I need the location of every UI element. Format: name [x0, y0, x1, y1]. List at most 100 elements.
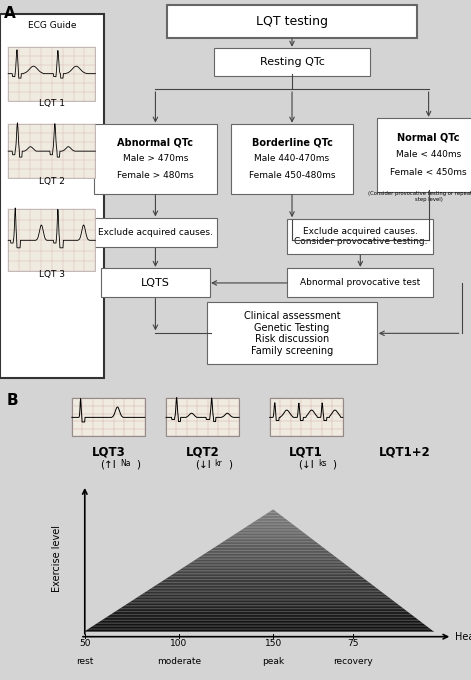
Polygon shape	[261, 515, 283, 517]
Polygon shape	[113, 611, 409, 613]
Polygon shape	[115, 610, 407, 611]
Text: LQT1: LQT1	[289, 446, 323, 459]
Polygon shape	[219, 543, 319, 545]
Polygon shape	[127, 602, 397, 604]
Polygon shape	[101, 619, 419, 621]
Polygon shape	[231, 535, 309, 537]
Text: Clinical assessment
Genetic Testing
Risk discussion
Family screening: Clinical assessment Genetic Testing Risk…	[244, 311, 341, 356]
Text: LQT 3: LQT 3	[39, 270, 65, 279]
Polygon shape	[106, 616, 415, 617]
Polygon shape	[254, 520, 289, 522]
Text: Exclude acquired causes.: Exclude acquired causes.	[98, 228, 213, 237]
Text: Resting QTc: Resting QTc	[260, 57, 325, 67]
Text: Female > 480ms: Female > 480ms	[117, 171, 194, 180]
Polygon shape	[170, 575, 361, 577]
Text: ks: ks	[318, 459, 326, 468]
Polygon shape	[94, 624, 425, 625]
Polygon shape	[193, 560, 341, 561]
Polygon shape	[224, 540, 315, 541]
Polygon shape	[245, 526, 297, 528]
Polygon shape	[165, 578, 365, 579]
Text: Normal QTc: Normal QTc	[398, 132, 460, 142]
FancyBboxPatch shape	[287, 269, 433, 297]
Polygon shape	[264, 514, 281, 515]
Polygon shape	[195, 558, 339, 560]
Polygon shape	[257, 519, 287, 520]
Text: 75: 75	[348, 639, 359, 648]
Text: LQTS: LQTS	[141, 278, 170, 288]
Polygon shape	[160, 581, 369, 583]
Text: kr: kr	[214, 459, 222, 468]
Polygon shape	[134, 598, 391, 599]
Text: Abnormal provocative test: Abnormal provocative test	[300, 278, 421, 288]
FancyBboxPatch shape	[94, 124, 217, 194]
Polygon shape	[243, 528, 299, 529]
Text: Female < 450ms: Female < 450ms	[390, 168, 467, 177]
Polygon shape	[207, 551, 329, 552]
Polygon shape	[141, 593, 385, 595]
Text: LQT2: LQT2	[186, 446, 219, 459]
Polygon shape	[247, 525, 295, 526]
Text: recovery: recovery	[333, 657, 373, 666]
Polygon shape	[228, 537, 311, 539]
Polygon shape	[240, 529, 301, 531]
FancyBboxPatch shape	[287, 218, 433, 254]
Text: 50: 50	[79, 639, 90, 648]
Text: 100: 100	[171, 639, 187, 648]
Polygon shape	[210, 549, 327, 551]
Polygon shape	[158, 583, 371, 584]
Polygon shape	[148, 589, 379, 590]
Polygon shape	[259, 517, 285, 519]
Polygon shape	[97, 622, 423, 624]
Polygon shape	[137, 596, 389, 598]
Polygon shape	[174, 572, 357, 573]
Text: Borderline QTc: Borderline QTc	[252, 137, 333, 148]
FancyBboxPatch shape	[207, 303, 377, 364]
FancyBboxPatch shape	[8, 209, 96, 271]
Polygon shape	[162, 579, 367, 581]
Polygon shape	[132, 599, 393, 601]
FancyBboxPatch shape	[72, 398, 145, 437]
Polygon shape	[172, 573, 359, 575]
Polygon shape	[153, 585, 375, 587]
Polygon shape	[233, 534, 307, 535]
Text: ECG Guide: ECG Guide	[28, 21, 76, 31]
Polygon shape	[191, 561, 343, 563]
Text: LQT3: LQT3	[91, 446, 125, 459]
Polygon shape	[99, 621, 421, 622]
Text: Female 450-480ms: Female 450-480ms	[249, 171, 335, 180]
Text: (Consider provocative testing or repeat ECG 1
step level): (Consider provocative testing or repeat …	[368, 192, 471, 202]
FancyBboxPatch shape	[8, 46, 96, 101]
Polygon shape	[108, 615, 413, 616]
FancyBboxPatch shape	[231, 124, 353, 194]
Polygon shape	[271, 509, 275, 511]
Polygon shape	[188, 563, 345, 564]
Polygon shape	[104, 617, 417, 619]
Text: Na: Na	[120, 459, 130, 468]
Text: LQT testing: LQT testing	[256, 15, 328, 28]
Polygon shape	[139, 595, 387, 596]
Text: A: A	[4, 6, 16, 21]
Text: LQT1+2: LQT1+2	[379, 446, 431, 459]
Polygon shape	[167, 577, 363, 578]
Polygon shape	[252, 522, 291, 523]
Polygon shape	[120, 607, 403, 609]
Text: LQT 2: LQT 2	[39, 177, 65, 186]
Polygon shape	[130, 601, 395, 602]
Polygon shape	[118, 609, 405, 610]
Polygon shape	[179, 569, 353, 571]
FancyBboxPatch shape	[214, 48, 370, 76]
Text: 150: 150	[265, 639, 282, 648]
Polygon shape	[226, 539, 313, 540]
Polygon shape	[212, 547, 325, 549]
Polygon shape	[200, 555, 335, 557]
Polygon shape	[155, 584, 373, 585]
Text: ): )	[137, 460, 140, 469]
Polygon shape	[214, 546, 323, 547]
Polygon shape	[92, 625, 427, 627]
Polygon shape	[177, 571, 355, 572]
Polygon shape	[151, 587, 377, 589]
Text: peak: peak	[262, 657, 284, 666]
Polygon shape	[203, 554, 333, 555]
Polygon shape	[186, 564, 347, 566]
